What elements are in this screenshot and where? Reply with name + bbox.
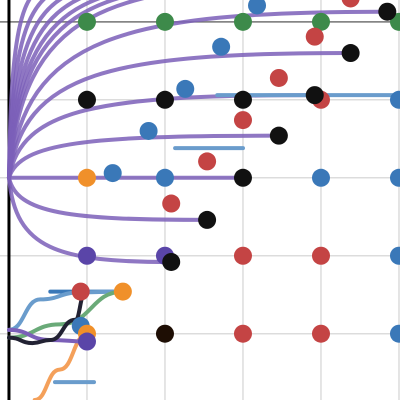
point — [233, 324, 252, 343]
point — [198, 210, 217, 229]
point — [77, 12, 96, 31]
fan-curve — [6, 51, 353, 180]
point — [77, 168, 96, 187]
point — [77, 246, 96, 265]
point — [311, 12, 330, 31]
point — [311, 324, 330, 343]
fan-curve — [6, 175, 210, 222]
point — [378, 2, 397, 21]
point — [198, 152, 217, 171]
point — [113, 282, 132, 301]
point — [248, 0, 267, 15]
point — [155, 168, 174, 187]
point — [341, 0, 360, 8]
point — [176, 79, 195, 98]
point — [71, 282, 90, 301]
point — [389, 246, 400, 265]
point — [311, 246, 330, 265]
point — [233, 111, 252, 130]
point — [103, 164, 122, 183]
point — [233, 90, 252, 109]
point — [162, 194, 181, 213]
point — [389, 90, 400, 109]
point — [212, 37, 231, 56]
fan-curve — [6, 9, 390, 180]
point — [305, 86, 324, 105]
point — [269, 126, 288, 145]
point — [77, 90, 96, 109]
point — [162, 252, 181, 271]
line — [6, 292, 87, 346]
point — [233, 168, 252, 187]
point — [233, 12, 252, 31]
point — [139, 121, 158, 140]
point — [155, 324, 174, 343]
point — [155, 90, 174, 109]
point — [389, 168, 400, 187]
point — [269, 68, 288, 87]
fan-curve — [6, 175, 174, 264]
point — [305, 27, 324, 46]
point — [311, 168, 330, 187]
point — [77, 332, 96, 351]
point — [389, 324, 400, 343]
point — [155, 12, 174, 31]
fan-curve — [6, 133, 281, 180]
line — [6, 289, 122, 332]
point — [341, 44, 360, 63]
point — [233, 246, 252, 265]
